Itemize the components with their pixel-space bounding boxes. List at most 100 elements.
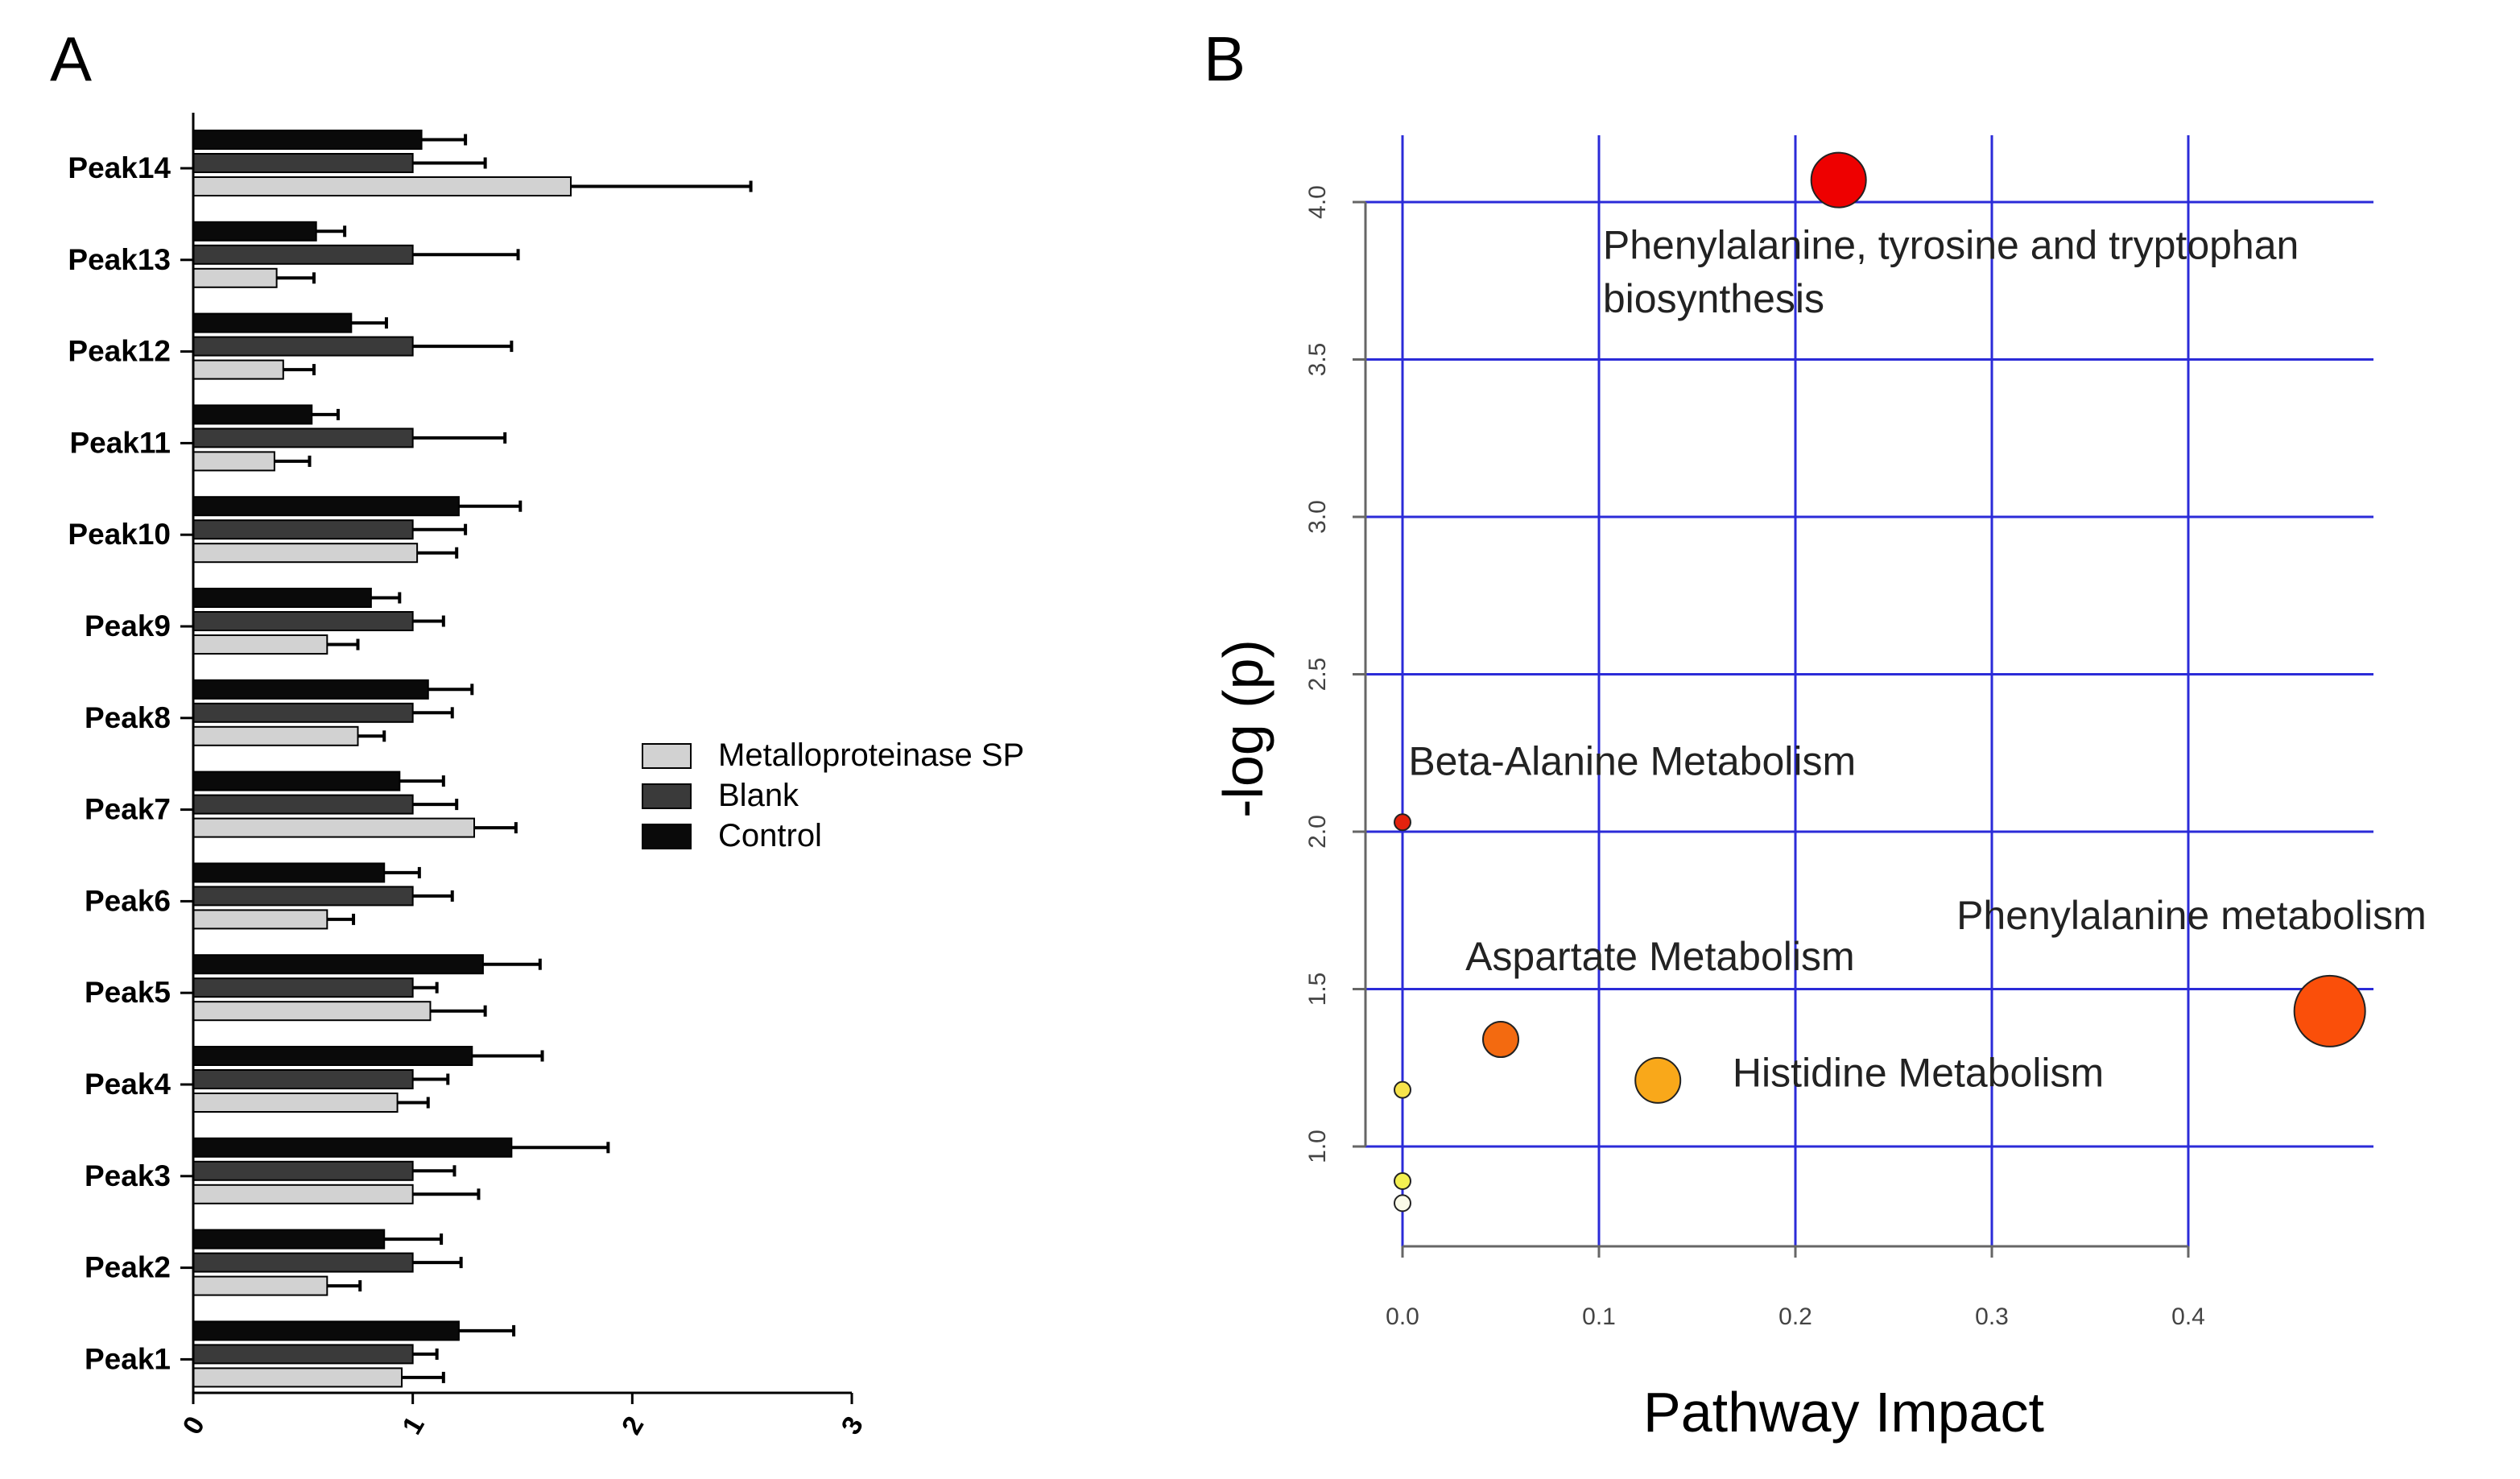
- bar-peak6-blank: [192, 886, 414, 907]
- pathway-point-8: [1394, 1194, 1411, 1213]
- bar-peak13-control: [192, 221, 317, 242]
- panel-a-axes: Peak14Peak13Peak12Peak11Peak10Peak9Peak8…: [68, 113, 870, 1440]
- bar-peak10-blank: [192, 519, 414, 540]
- x-tick-label-3: 3: [836, 1411, 870, 1440]
- x-tick-label-0.3: 0.3: [1975, 1303, 2009, 1330]
- category-label-peak7: Peak7: [85, 793, 171, 826]
- category-label-peak13: Peak13: [68, 243, 171, 276]
- bar-peak10-metalloproteinase-sp: [192, 543, 419, 564]
- bar-peak4-metalloproteinase-sp: [192, 1093, 399, 1113]
- bar-peak1-blank: [192, 1344, 414, 1365]
- bar-peak14-metalloproteinase-sp: [192, 176, 572, 196]
- bar-peak2-metalloproteinase-sp: [192, 1275, 328, 1296]
- bar-peak12-blank: [192, 336, 414, 357]
- bar-peak11-control: [192, 404, 313, 425]
- bar-peak3-blank: [192, 1160, 414, 1181]
- pathway-annotation-5: Histidine Metabolism: [1733, 1051, 2104, 1096]
- bar-peak11-blank: [192, 428, 414, 448]
- bar-peak14-blank: [192, 153, 414, 173]
- y-tick-label-1.0: 1.0: [1304, 1130, 1331, 1163]
- bar-peak7-control: [192, 770, 401, 791]
- legend-swatch-control: [642, 824, 692, 849]
- y-tick-label-2.0: 2.0: [1304, 815, 1331, 849]
- x-tick-label-0.4: 0.4: [2171, 1303, 2205, 1330]
- pathway-annotation-1: Phenylalanine, tyrosine and tryptophan: [1603, 222, 2299, 267]
- panel-a-label: A: [50, 23, 92, 94]
- bar-peak9-metalloproteinase-sp: [192, 634, 328, 655]
- bar-peak12-control: [192, 312, 353, 333]
- panel-a-bars: [192, 130, 753, 1388]
- bar-peak5-control: [192, 954, 484, 975]
- panel-b-label: B: [1204, 23, 1246, 94]
- pathway-point-2: [1394, 813, 1411, 832]
- pathway-annotation-3: Beta-Alanine Metabolism: [1408, 739, 1856, 784]
- bar-peak3-metalloproteinase-sp: [192, 1184, 414, 1204]
- y-tick-label-3.5: 3.5: [1304, 343, 1331, 377]
- bar-peak13-blank: [192, 244, 414, 265]
- x-tick-label-0: 0: [177, 1411, 211, 1440]
- y-tick-label-4.0: 4.0: [1304, 185, 1331, 219]
- pathway-point-4: [1634, 1056, 1682, 1104]
- category-label-peak11: Peak11: [69, 426, 171, 459]
- x-tick-label-1: 1: [396, 1411, 430, 1440]
- category-label-peak3: Peak3: [85, 1159, 171, 1192]
- legend-label-blank: Blank: [718, 778, 799, 813]
- legend-swatch-blank: [642, 783, 692, 809]
- bar-peak6-metalloproteinase-sp: [192, 909, 328, 930]
- bar-peak7-blank: [192, 794, 414, 815]
- bar-peak7-metalloproteinase-sp: [192, 817, 476, 838]
- x-tick-label-0.0: 0.0: [1386, 1303, 1419, 1330]
- bar-peak2-blank: [192, 1252, 414, 1273]
- pathway-point-7: [1394, 1172, 1411, 1191]
- bar-peak8-metalloproteinase-sp: [192, 725, 359, 746]
- y-tick-label-1.5: 1.5: [1304, 973, 1331, 1006]
- panel-b-grid: [1361, 135, 2373, 1246]
- legend-label-metalloproteinase-sp: Metalloproteinase SP: [718, 737, 1024, 773]
- bar-peak1-metalloproteinase-sp: [192, 1367, 403, 1388]
- bar-peak3-control: [192, 1137, 513, 1158]
- pathway-annotation-4: Aspartate Metabolism: [1465, 934, 1855, 979]
- bar-peak9-blank: [192, 611, 414, 631]
- bar-peak13-metalloproteinase-sp: [192, 267, 278, 288]
- bar-peak12-metalloproteinase-sp: [192, 359, 284, 380]
- legend-label-control: Control: [718, 818, 822, 853]
- category-label-peak4: Peak4: [85, 1068, 171, 1101]
- category-label-peak1: Peak1: [85, 1342, 171, 1375]
- pathway-annotation-2: biosynthesis: [1603, 276, 1824, 321]
- panel-b-scatter-chart: 1.0 1.5 2.0 2.5 3.0 3.5 4.0 0.0 0.1 0.2 0.3 0.4 Phe…: [1212, 135, 2427, 1444]
- bar-peak5-metalloproteinase-sp: [192, 1001, 432, 1022]
- bar-peak5-blank: [192, 977, 414, 998]
- pathway-point-6: [1394, 1080, 1411, 1099]
- pathway-point-5: [2293, 974, 2366, 1047]
- bar-peak6-control: [192, 862, 386, 883]
- x-tick-label-0.1: 0.1: [1582, 1303, 1616, 1330]
- panel-b-annotations: Phenylalanine, tyrosine and tryptophan bi…: [1408, 222, 2426, 1095]
- bar-peak10-control: [192, 496, 460, 517]
- category-label-peak14: Peak14: [68, 151, 171, 184]
- category-label-peak10: Peak10: [68, 518, 171, 551]
- bar-peak9-control: [192, 588, 372, 608]
- bar-peak4-blank: [192, 1069, 414, 1089]
- bar-peak8-blank: [192, 702, 414, 723]
- panel-a-bar-chart: Peak14Peak13Peak12Peak11Peak10Peak9Peak8…: [68, 113, 1024, 1440]
- pathway-annotation-6: Phenylalanine metabolism: [1956, 893, 2427, 938]
- pathway-point-3: [1482, 1021, 1519, 1059]
- x-tick-label-0.2: 0.2: [1778, 1303, 1812, 1330]
- bar-peak14-control: [192, 130, 423, 150]
- category-label-peak2: Peak2: [85, 1251, 171, 1284]
- legend-swatch-metalloproteinase-sp: [642, 743, 692, 769]
- panel-b-y-axis-title: -log (p): [1212, 639, 1274, 818]
- panel-b-points: [1394, 151, 2366, 1213]
- category-label-peak6: Peak6: [85, 884, 171, 917]
- pathway-point-1: [1810, 151, 1867, 209]
- y-tick-label-2.5: 2.5: [1304, 658, 1331, 692]
- category-label-peak8: Peak8: [85, 701, 171, 734]
- category-label-peak12: Peak12: [68, 335, 171, 368]
- bar-peak11-metalloproteinase-sp: [192, 451, 275, 472]
- panel-b-axes: 1.0 1.5 2.0 2.5 3.0 3.5 4.0 0.0 0.1 0.2 0.3 0.4: [1304, 185, 2205, 1330]
- category-label-peak9: Peak9: [85, 609, 171, 642]
- bar-peak1-control: [192, 1320, 460, 1341]
- bar-peak4-control: [192, 1046, 473, 1066]
- panel-a-legend: Metalloproteinase SP Blank Control: [642, 737, 1024, 853]
- bar-peak2-control: [192, 1229, 386, 1250]
